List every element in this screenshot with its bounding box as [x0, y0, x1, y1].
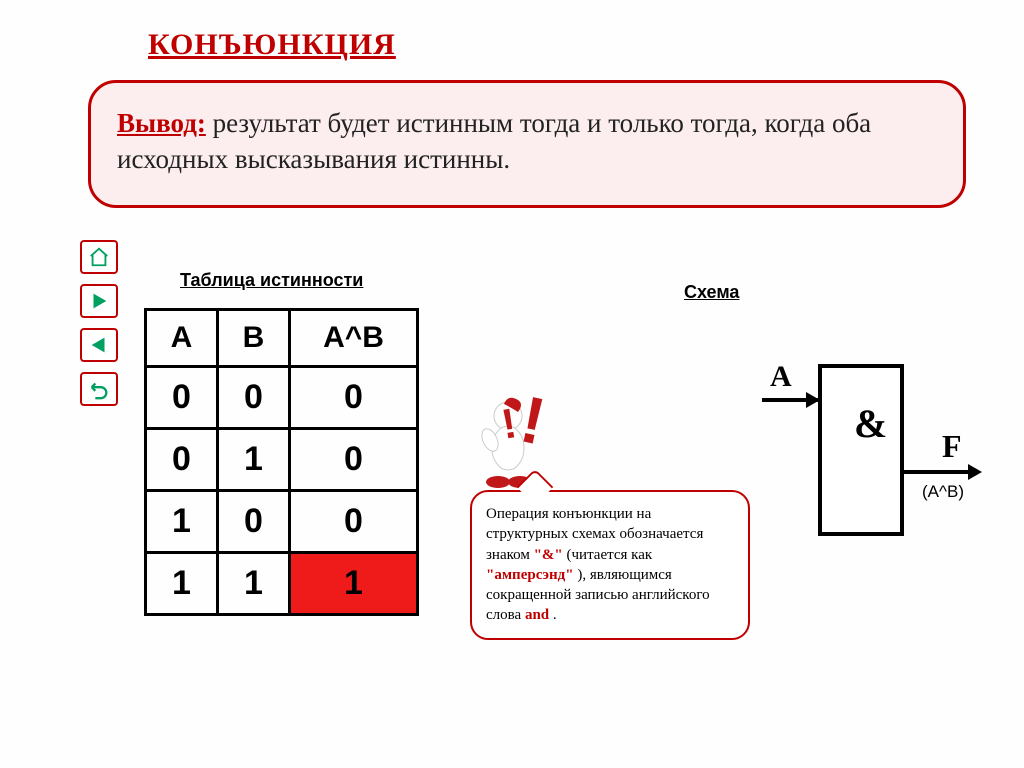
table-cell: 1 — [146, 553, 218, 615]
table-cell: 1 — [218, 553, 290, 615]
undo-button[interactable] — [80, 372, 118, 406]
table-cell: 0 — [290, 367, 418, 429]
truth-table-title: Таблица истинности — [180, 270, 363, 291]
undo-icon — [88, 378, 110, 400]
gate-symbol: & — [854, 400, 887, 447]
home-button[interactable] — [80, 240, 118, 274]
callout-and-word: and — [525, 607, 549, 623]
callout-ampersand-word: "амперсэнд" — [486, 567, 574, 583]
table-cell: 0 — [290, 429, 418, 491]
table-row: 111 — [146, 553, 418, 615]
home-icon — [88, 246, 110, 268]
play-button[interactable] — [80, 284, 118, 318]
table-cell: 1 — [290, 553, 418, 615]
table-row: 000 — [146, 367, 418, 429]
gate-box — [818, 364, 904, 536]
table-cell: 1 — [218, 429, 290, 491]
nav-icons — [80, 240, 118, 406]
table-cell: 1 — [146, 491, 218, 553]
conclusion-text: результат будет истинным тогда и только … — [117, 108, 871, 174]
callout-text: (читается как — [567, 547, 653, 563]
table-cell: 0 — [146, 367, 218, 429]
output-f-sub: (А^В) — [922, 482, 964, 502]
output-f-arrow — [904, 470, 970, 474]
table-cell: 0 — [218, 367, 290, 429]
conclusion-label: Вывод: — [117, 108, 206, 138]
logic-gate-schema: & A F (А^В) — [770, 342, 990, 562]
table-row: 010 — [146, 429, 418, 491]
figure-illustration: ! ! — [462, 388, 566, 492]
conclusion-box: Вывод: результат будет истинным тогда и … — [88, 80, 966, 208]
callout-text: . — [553, 607, 557, 623]
callout-symbol: "&" — [534, 547, 563, 563]
schema-title: Схема — [684, 282, 739, 303]
back-button[interactable] — [80, 328, 118, 362]
table-cell: 0 — [146, 429, 218, 491]
col-header-a: А — [146, 310, 218, 367]
back-icon — [88, 334, 110, 356]
col-header-b: В — [218, 310, 290, 367]
col-header-result: А^В — [290, 310, 418, 367]
play-icon — [88, 290, 110, 312]
input-a-label: A — [770, 360, 792, 394]
table-cell: 0 — [218, 491, 290, 553]
output-f-label: F — [942, 428, 962, 465]
truth-table: А В А^В 000010100111 — [144, 308, 419, 616]
table-cell: 0 — [290, 491, 418, 553]
table-row: 100 — [146, 491, 418, 553]
page-title: КОНЪЮНКЦИЯ — [148, 28, 396, 62]
table-header-row: А В А^В — [146, 310, 418, 367]
callout-note: Операция конъюнкции на структурных схема… — [470, 490, 750, 640]
input-a-arrow — [762, 398, 818, 402]
